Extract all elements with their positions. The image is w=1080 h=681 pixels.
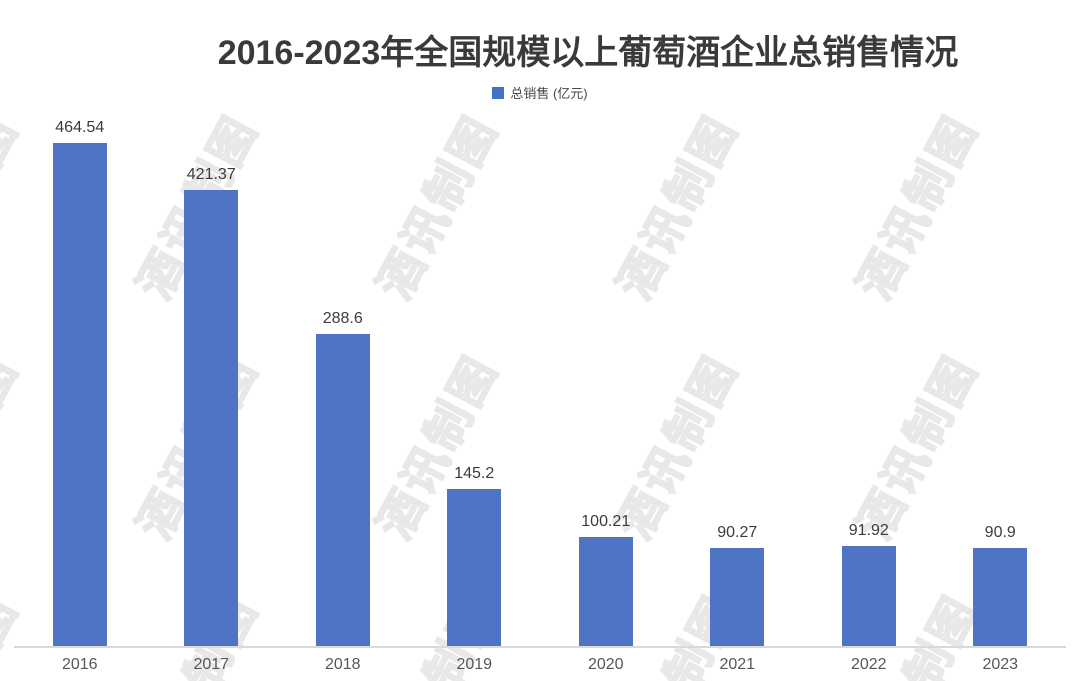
x-axis-tick-label: 2018 xyxy=(324,656,361,673)
bar-value-label: 288.6 xyxy=(322,310,363,327)
x-axis-tick-label: 2017 xyxy=(193,656,230,673)
bar xyxy=(52,143,107,646)
bar-column: 421.37 xyxy=(146,166,278,646)
legend: 总销售 (亿元) xyxy=(0,83,1080,102)
x-axis-tick-label: 2023 xyxy=(982,656,1019,673)
legend-label: 总销售 (亿元) xyxy=(510,86,588,101)
bar-value-label: 421.37 xyxy=(186,166,236,183)
bar-column: 100.21 xyxy=(540,513,672,646)
bar-column: 464.54 xyxy=(14,119,146,646)
x-axis-tick-label: 2016 xyxy=(61,656,98,673)
bar-value-label: 145.2 xyxy=(454,465,495,482)
plot-area: 464.54 421.37 288.6 145.2 100.21 90.27 91.92 90… xyxy=(14,0,1066,674)
x-axis-tick-label: 2021 xyxy=(719,656,756,673)
chart-title: 2016-2023年全国规模以上葡萄酒企业总销售情况 xyxy=(217,34,959,72)
bar xyxy=(973,548,1028,646)
bar-value-label: 91.92 xyxy=(848,522,889,539)
bar-value-label: 464.54 xyxy=(55,119,105,136)
bar xyxy=(841,546,896,646)
x-axis-labels: 2016 2017 2018 2019 2020 2021 2022 2023 xyxy=(14,648,1066,674)
bar xyxy=(447,489,502,646)
bar-column: 145.2 xyxy=(409,465,541,646)
bar-value-label: 100.21 xyxy=(581,513,631,530)
bar xyxy=(578,537,633,646)
x-axis-tick-label: 2022 xyxy=(850,656,887,673)
x-axis-tick-label: 2019 xyxy=(456,656,493,673)
bar-column: 288.6 xyxy=(277,310,409,646)
bar-column: 91.92 xyxy=(803,522,935,646)
bar xyxy=(315,334,370,646)
legend-swatch-icon xyxy=(492,86,505,99)
x-axis-tick-label: 2020 xyxy=(587,656,624,673)
bar-value-label: 90.9 xyxy=(984,524,1016,541)
bars-container: 464.54 421.37 288.6 145.2 100.21 90.27 91.92 90… xyxy=(14,0,1066,646)
bar xyxy=(184,190,239,646)
bar-column: 90.9 xyxy=(935,524,1067,646)
bar-column: 90.27 xyxy=(672,524,804,646)
bar-value-label: 90.27 xyxy=(717,524,758,541)
bar xyxy=(710,548,765,646)
x-axis-line xyxy=(14,646,1066,648)
